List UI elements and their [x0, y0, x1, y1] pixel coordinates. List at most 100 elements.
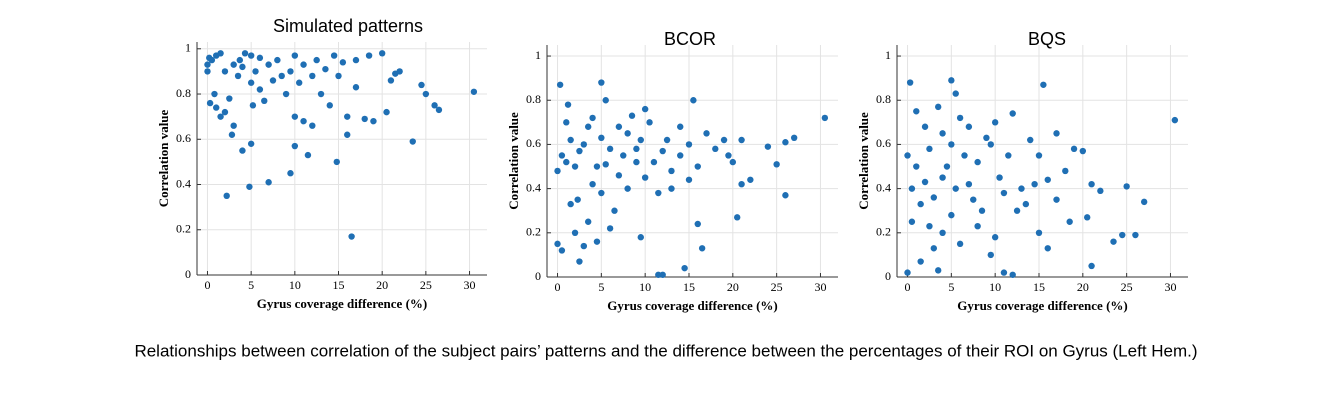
point — [221, 68, 229, 75]
point — [383, 108, 390, 116]
x-tick-label: 0 — [905, 280, 911, 294]
point — [720, 136, 728, 144]
point — [247, 79, 255, 86]
point — [317, 90, 325, 98]
point — [204, 68, 211, 75]
point — [773, 161, 780, 168]
point — [230, 61, 237, 68]
point — [304, 151, 312, 159]
point — [637, 234, 644, 241]
point — [943, 163, 951, 170]
point — [249, 102, 257, 109]
x-tick-label: 30 — [814, 280, 826, 294]
x-axis-label: Gyrus coverage difference (%) — [257, 296, 428, 311]
point — [422, 90, 430, 98]
point — [991, 234, 999, 241]
y-tick-label: 0.6 — [526, 136, 541, 150]
point — [1009, 110, 1016, 117]
point — [300, 61, 307, 68]
point — [287, 170, 294, 177]
y-tick-label: 0.4 — [876, 180, 891, 194]
x-tick-label: 5 — [248, 278, 254, 292]
point — [589, 181, 596, 188]
point — [790, 134, 798, 141]
point — [291, 142, 299, 150]
point — [1062, 167, 1069, 175]
point — [908, 185, 916, 192]
point — [291, 113, 299, 120]
point — [269, 77, 277, 84]
y-tick-label: 1 — [185, 41, 191, 55]
point — [322, 65, 329, 73]
x-tick-label: 5 — [948, 280, 954, 294]
point — [917, 200, 924, 208]
x-tick-label: 5 — [598, 280, 604, 294]
x-tick-label: 15 — [683, 280, 695, 294]
point — [574, 196, 581, 203]
point — [396, 68, 403, 75]
point — [265, 61, 272, 68]
point — [970, 196, 977, 203]
y-tick-label: 0.6 — [876, 136, 891, 150]
point — [974, 158, 981, 166]
point — [1005, 152, 1012, 159]
x-tick-label: 20 — [1077, 280, 1089, 294]
point — [344, 113, 351, 120]
point — [917, 258, 924, 265]
caption: Relationships between correlation of the… — [134, 341, 1197, 360]
y-tick-label: 0.4 — [176, 176, 191, 190]
point — [1018, 185, 1025, 192]
point — [782, 139, 789, 146]
point — [738, 181, 745, 188]
point — [987, 251, 994, 259]
point — [1035, 229, 1043, 237]
point — [558, 152, 566, 159]
point — [265, 179, 272, 186]
point — [206, 99, 214, 107]
point — [278, 72, 285, 80]
point — [948, 141, 955, 148]
point — [470, 88, 478, 95]
point — [637, 136, 644, 144]
point — [261, 97, 268, 105]
point — [554, 167, 561, 175]
point — [234, 72, 242, 80]
point — [926, 145, 933, 153]
point — [602, 97, 609, 104]
point — [668, 185, 675, 192]
point — [659, 147, 666, 155]
point — [556, 81, 564, 88]
point — [961, 152, 968, 159]
point — [1044, 245, 1051, 252]
point — [1088, 181, 1095, 188]
point — [598, 134, 605, 141]
point — [571, 229, 579, 237]
point — [624, 185, 631, 192]
y-tick-label: 0.6 — [176, 131, 191, 145]
point — [563, 119, 570, 126]
point — [738, 136, 745, 144]
point — [956, 114, 964, 122]
point — [236, 56, 244, 64]
y-tick-label: 0.2 — [176, 222, 191, 236]
point — [991, 119, 999, 126]
point — [313, 56, 320, 64]
point — [256, 54, 264, 62]
point — [335, 72, 342, 80]
point — [435, 106, 443, 114]
point — [952, 185, 959, 192]
point — [1009, 271, 1016, 278]
point — [698, 245, 706, 252]
y-tick-label: 0.2 — [876, 225, 891, 239]
point — [326, 102, 333, 109]
x-tick-label: 0 — [555, 280, 561, 294]
chart-title: Simulated patterns — [273, 16, 423, 36]
point — [211, 90, 218, 98]
point — [1070, 145, 1078, 153]
point — [628, 112, 636, 119]
point — [996, 174, 1003, 181]
point — [370, 117, 377, 125]
point — [576, 258, 583, 265]
point — [921, 178, 929, 186]
